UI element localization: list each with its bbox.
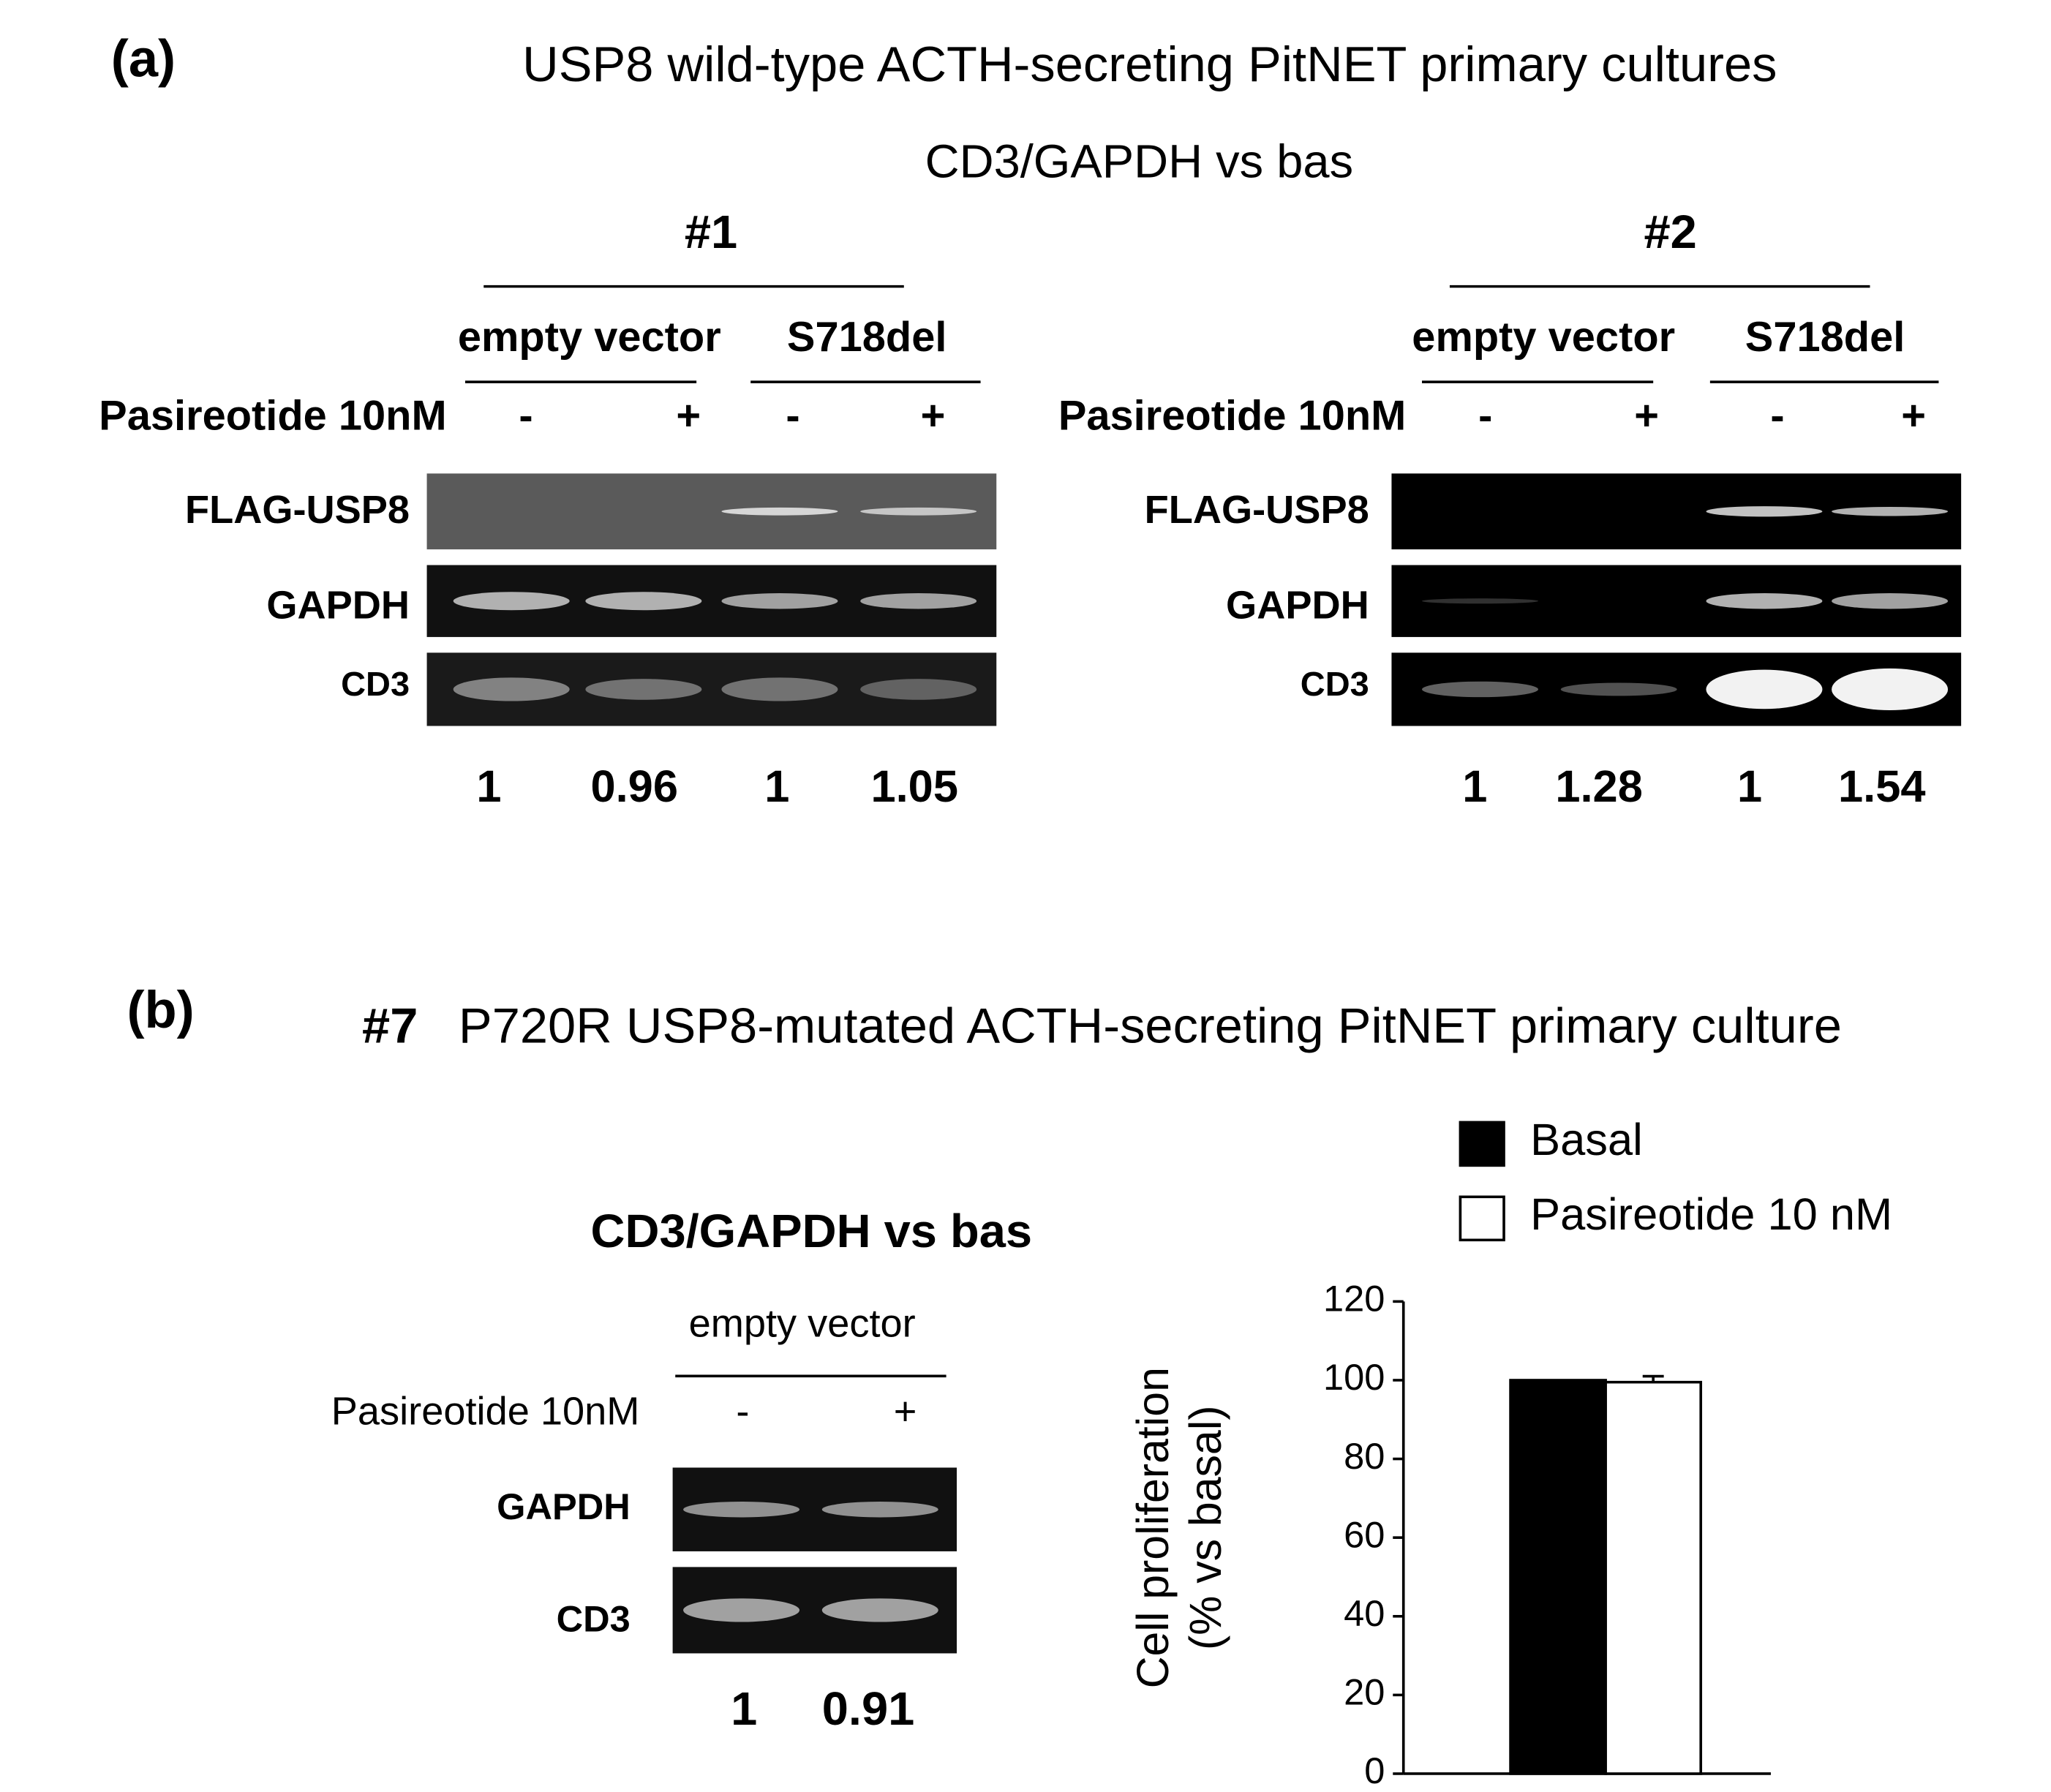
lane-label: - <box>736 1390 749 1434</box>
y-tick-label: 20 <box>1344 1671 1385 1713</box>
group-label: S718del <box>787 314 947 361</box>
ratio-label: 1 <box>1737 761 1762 811</box>
panel-label: (b) <box>127 981 194 1039</box>
band <box>453 677 570 701</box>
ratio-label: 0.91 <box>822 1682 915 1735</box>
y-tick-label: 80 <box>1344 1435 1385 1477</box>
row-label: FLAG-USP8 <box>1145 488 1369 532</box>
band <box>721 507 838 516</box>
band <box>1706 593 1823 609</box>
panel-subtitle: CD3/GAPDH vs bas <box>925 135 1353 188</box>
ratio-label: 1 <box>731 1682 757 1735</box>
lane-label: - <box>519 393 532 440</box>
legend-label: Basal <box>1530 1115 1643 1164</box>
sample-label: #2 <box>1644 205 1696 258</box>
band <box>683 1598 800 1622</box>
band <box>1706 669 1823 709</box>
band <box>1560 682 1677 696</box>
lane-label: + <box>676 393 701 440</box>
row-label: FLAG-USP8 <box>185 488 410 532</box>
panel-label: (a) <box>111 30 176 89</box>
legend-swatch <box>1459 1195 1505 1242</box>
panel-title: P720R USP8-mutated ACTH-secreting PitNET… <box>459 998 1842 1054</box>
y-axis-label: Cell proliferation (% vs basal) <box>1128 1367 1231 1688</box>
lane-label: + <box>894 1390 917 1434</box>
y-tick-label: 40 <box>1344 1592 1385 1634</box>
sample-label: #1 <box>685 205 737 258</box>
lane-label: + <box>921 393 946 440</box>
band <box>1832 506 1949 516</box>
band <box>585 679 702 700</box>
group-label: empty vector <box>458 314 721 361</box>
group-label: empty vector <box>1412 314 1675 361</box>
y-tick-label: 60 <box>1344 1514 1385 1556</box>
ratio-label: 1 <box>1462 761 1487 811</box>
blot-title: CD3/GAPDH vs bas <box>591 1204 1033 1257</box>
band <box>721 593 838 609</box>
treatment-label: Pasireotide 10nM <box>331 1390 640 1434</box>
y-tick-label: 0 <box>1364 1750 1385 1791</box>
bar <box>1509 1379 1607 1775</box>
y-tick-label: 100 <box>1323 1356 1385 1398</box>
band <box>821 1598 938 1622</box>
row-label: GAPDH <box>1226 584 1369 628</box>
lane-label: - <box>786 393 799 440</box>
lane-label: + <box>1634 393 1659 440</box>
panel-title: USP8 wild-type ACTH-secreting PitNET pri… <box>522 37 1777 92</box>
band <box>683 1501 800 1518</box>
ratio-label: 0.96 <box>590 761 678 811</box>
lane-label: + <box>1901 393 1926 440</box>
y-tick-label: 120 <box>1323 1278 1385 1319</box>
band <box>721 677 838 701</box>
legend-swatch <box>1459 1121 1505 1167</box>
lane-label: - <box>1478 393 1492 440</box>
row-label: CD3 <box>557 1598 631 1640</box>
band <box>453 592 570 611</box>
row-label: GAPDH <box>266 584 410 628</box>
ratio-label: 1.05 <box>870 761 958 811</box>
band <box>585 592 702 611</box>
sample-label: #7 <box>362 998 418 1054</box>
group-label: empty vector <box>689 1302 916 1346</box>
group-label: S718del <box>1745 314 1905 361</box>
row-label: CD3 <box>341 665 410 703</box>
treatment-label: Pasireotide 10nM <box>99 393 446 440</box>
band <box>1832 668 1949 711</box>
band <box>860 507 977 516</box>
ratio-label: 1 <box>476 761 501 811</box>
treatment-label: Pasireotide 10nM <box>1058 393 1406 440</box>
band <box>1422 598 1538 604</box>
band <box>860 593 977 609</box>
ratio-label: 1.28 <box>1555 761 1643 811</box>
band <box>1832 593 1949 609</box>
band <box>821 1501 938 1518</box>
y-axis-label-line: Cell proliferation <box>1128 1367 1178 1688</box>
band <box>1422 681 1538 698</box>
y-axis-label-line: (% vs basal) <box>1181 1406 1230 1650</box>
error-bar <box>1642 1374 1664 1382</box>
lane-label: - <box>1770 393 1784 440</box>
bar <box>1604 1380 1703 1775</box>
row-label: CD3 <box>1301 665 1369 703</box>
ratio-label: 1 <box>764 761 789 811</box>
band <box>1706 506 1823 517</box>
row-label: GAPDH <box>497 1486 631 1527</box>
band <box>860 679 977 700</box>
ratio-label: 1.54 <box>1838 761 1926 811</box>
legend-label: Pasireotide 10 nM <box>1530 1189 1892 1239</box>
